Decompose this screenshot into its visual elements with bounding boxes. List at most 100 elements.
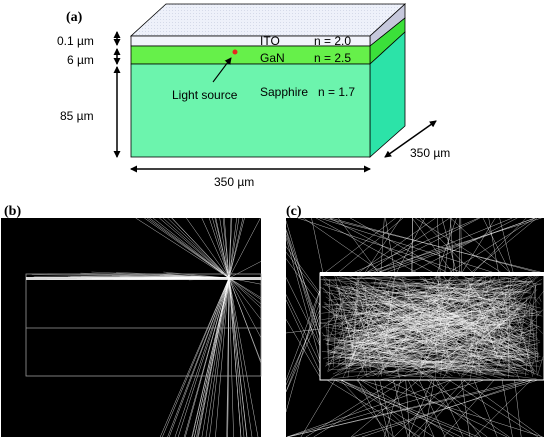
ray-c <box>505 359 543 371</box>
ray-c <box>285 289 321 413</box>
ray-c <box>510 333 533 343</box>
ray-c <box>378 282 523 286</box>
ray-c <box>421 302 516 378</box>
ray-c <box>285 246 321 294</box>
ray-c <box>330 217 540 274</box>
ray-c <box>329 292 336 323</box>
ray-c <box>535 283 538 362</box>
ray-c <box>481 340 515 369</box>
ray-c <box>426 310 540 363</box>
ito-top-face <box>129 3 407 37</box>
ray-c <box>382 277 495 345</box>
ray-c <box>427 379 510 437</box>
ray-b <box>228 217 244 279</box>
ray-c <box>525 284 537 312</box>
ray-c <box>407 379 435 437</box>
ray-c <box>411 379 466 437</box>
ray-c <box>327 279 331 357</box>
ray-c <box>406 284 502 343</box>
ray-c <box>338 326 513 349</box>
ray-c <box>514 379 522 437</box>
ray-c <box>379 307 509 359</box>
ray-c <box>382 293 441 368</box>
ray-c <box>409 217 518 274</box>
ray-b <box>186 217 230 279</box>
ray-c <box>439 316 478 350</box>
depth-label: 350 µm <box>410 146 450 160</box>
ray-c <box>438 290 458 311</box>
ray-c <box>357 379 387 437</box>
ray-c <box>512 288 533 377</box>
ray-b <box>149 217 230 279</box>
ray-c <box>384 302 518 377</box>
ray-c <box>335 314 452 359</box>
ito-index: n = 2.0 <box>314 34 351 48</box>
ray-b <box>227 277 230 437</box>
panel-c: (c) <box>285 204 544 437</box>
ray-b <box>194 277 230 437</box>
ray-c <box>355 331 491 380</box>
ray-b <box>167 277 230 437</box>
panel-b-gan-strip <box>26 277 261 280</box>
ray-c <box>421 285 522 363</box>
ray-c <box>352 217 479 274</box>
ray-c <box>352 379 539 437</box>
ray-c <box>339 281 445 333</box>
ray-b <box>228 277 262 305</box>
ray-c <box>415 217 503 274</box>
ray-c <box>437 217 441 274</box>
ray-c <box>340 379 479 437</box>
ray-c <box>354 276 487 340</box>
ray-c <box>285 328 321 334</box>
ray-c <box>327 276 362 325</box>
ray-b <box>219 217 230 279</box>
ray-c <box>285 314 321 393</box>
ray-c <box>473 379 498 437</box>
ray-c <box>358 280 532 289</box>
depth-arrow <box>384 120 437 158</box>
ray-c <box>386 379 508 437</box>
ray-c <box>445 291 522 304</box>
ray-c <box>371 273 538 344</box>
panel-c-top-edge <box>320 272 544 276</box>
ray-c <box>403 292 505 326</box>
ray-b <box>201 277 230 437</box>
ray-b <box>228 277 234 437</box>
ray-c <box>374 379 390 437</box>
ray-c <box>332 330 392 348</box>
ray-c <box>377 217 536 274</box>
ray-c <box>427 315 536 359</box>
ray-c <box>285 290 321 381</box>
ray-b <box>205 277 230 437</box>
ray-c <box>345 339 389 349</box>
ray-b <box>228 277 245 437</box>
ray-c <box>285 299 321 373</box>
ray-c <box>481 347 535 364</box>
ray-c <box>429 326 539 375</box>
ray-b <box>174 277 230 437</box>
ray-c <box>525 286 536 377</box>
ray-c <box>348 339 535 372</box>
ray-c <box>419 311 514 377</box>
ray-c <box>313 379 406 437</box>
ray-c <box>370 282 479 291</box>
ray-c <box>460 217 462 274</box>
ray-c <box>404 310 411 337</box>
ray-c <box>326 379 421 437</box>
ray-c <box>442 308 534 362</box>
ray-c <box>338 279 458 352</box>
ray-c <box>411 217 453 274</box>
panel-c-label: (c) <box>286 204 302 219</box>
ray-c <box>357 217 436 274</box>
ray-c <box>338 273 448 308</box>
ray-c <box>450 217 455 274</box>
ray-c <box>478 296 506 367</box>
ray-c <box>444 284 535 370</box>
ray-c <box>330 292 457 312</box>
ray-c <box>421 303 505 325</box>
ray-c <box>401 301 475 347</box>
ray-c <box>323 282 526 327</box>
ray-b <box>183 277 230 437</box>
ray-b <box>177 277 230 437</box>
